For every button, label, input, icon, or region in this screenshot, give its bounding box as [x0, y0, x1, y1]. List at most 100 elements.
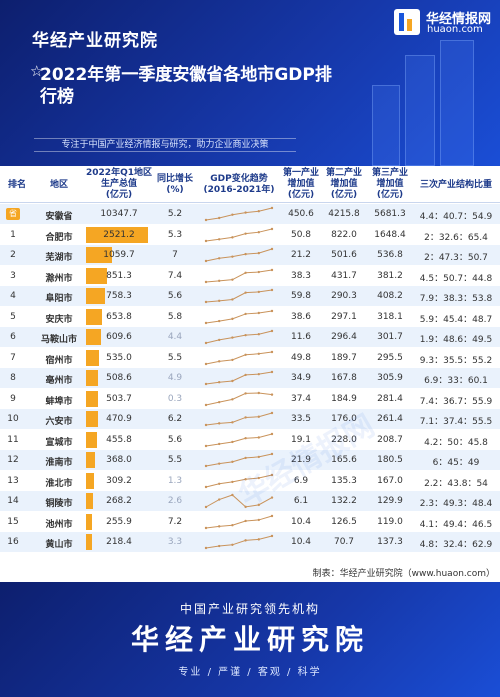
trend-sparkline: [204, 452, 274, 468]
header-rank: 排名: [7, 180, 26, 190]
rank-cell: 11: [7, 434, 19, 445]
p2-cell: 290.3: [331, 291, 357, 301]
p3-cell: 408.2: [377, 291, 403, 301]
header-trend-line: GDP变化趋势: [210, 173, 268, 184]
trend-point: [270, 370, 274, 374]
trend-point: [244, 312, 247, 315]
trend-point: [257, 435, 260, 439]
trend-sparkline: [204, 309, 274, 324]
trend-point: [257, 503, 260, 507]
trend-point: [218, 359, 221, 363]
header-growth-line: (%): [166, 184, 184, 195]
gdp-value: 535.0: [106, 352, 132, 363]
p3-cell: 301.7: [377, 332, 403, 342]
region-cell: 池州市: [45, 519, 73, 530]
trend-point: [244, 391, 247, 395]
trend-point: [218, 257, 221, 260]
gdp-bar: [86, 513, 93, 530]
trend-point: [231, 317, 234, 320]
table-row: [0, 511, 500, 532]
trend-point: [231, 421, 234, 424]
trend-point: [244, 373, 247, 377]
growth-cell: 5.5: [167, 455, 183, 465]
table-row: [0, 491, 500, 511]
p1-cell: 21.9: [290, 455, 312, 465]
structure-cell: 6：45：49: [432, 458, 480, 468]
trend-point: [218, 442, 221, 445]
trend-line: [205, 351, 273, 364]
p1-cell: 37.4: [290, 393, 312, 404]
trend-sparkline: [204, 432, 274, 447]
gdp-value: 470.9: [106, 414, 132, 424]
structure-cell: 7.9：38.3：53.8: [419, 294, 493, 304]
header-p3-line: 第三产业: [371, 168, 408, 178]
rank-cell: 16: [7, 537, 19, 547]
p3-cell: 295.5: [377, 352, 403, 363]
trend-point: [257, 415, 260, 418]
trend-point: [204, 403, 208, 406]
gdp-bar: [86, 431, 98, 448]
trend-point: [270, 496, 274, 499]
trend-point: [257, 352, 260, 355]
trend-point: [204, 239, 208, 242]
trend-point: [257, 270, 260, 273]
growth-cell: 5.2: [167, 209, 183, 219]
growth-cell: 5.6: [167, 434, 183, 445]
p3-cell: 167.0: [377, 475, 403, 486]
table-row: [0, 450, 500, 470]
report-title: 2022年第一季度安徽省各地市GDP排行榜: [40, 65, 332, 107]
p3-cell: 305.9: [377, 373, 403, 383]
trend-point: [244, 353, 247, 356]
p2-cell: 228.0: [331, 434, 357, 445]
p3-cell: 180.5: [377, 455, 403, 465]
p3-cell: 281.4: [377, 393, 403, 404]
building-decoration: [405, 55, 435, 166]
region-cell: 亳州市: [45, 376, 73, 386]
structure-cell: 9.3：35.5：55.2: [419, 355, 493, 366]
table-row: [0, 265, 500, 286]
trend-point: [270, 473, 274, 476]
building-decoration: [372, 85, 400, 166]
growth-cell: 6.2: [167, 414, 183, 424]
trend-line: [205, 248, 273, 262]
header-growth-line: 同比增长: [156, 173, 193, 184]
rank-cell: 5: [10, 311, 16, 322]
rank-cell: 3: [10, 270, 16, 281]
trend-point: [270, 206, 274, 210]
trend-point: [218, 299, 221, 303]
structure-cell: 7.1：37.4：55.5: [419, 417, 493, 427]
rank-cell: 6: [10, 332, 16, 342]
p2-cell: 184.9: [331, 393, 357, 404]
trend-sparkline: [204, 227, 274, 242]
growth-cell: 0.3: [167, 393, 183, 404]
table-row: [0, 368, 500, 388]
trend-point: [204, 423, 208, 427]
region-cell: 铜陵市: [45, 499, 73, 509]
region-cell: 安庆市: [45, 314, 73, 325]
trend-point: [231, 480, 234, 483]
trend-point: [231, 336, 234, 339]
trend-line: [205, 412, 273, 426]
p2-cell: 4215.8: [328, 209, 360, 219]
trend-point: [244, 436, 247, 439]
table-row: [0, 204, 500, 224]
trend-point: [270, 309, 274, 312]
p3-cell: 5681.3: [374, 209, 406, 219]
header-p2-line: (亿元): [330, 190, 358, 200]
region-cell: 六安市: [45, 417, 73, 427]
rank-cell: 14: [7, 496, 19, 506]
gdp-value: 368.0: [106, 455, 132, 465]
trend-point: [270, 268, 274, 271]
structure-cell: 2.2：43.8：54: [424, 478, 488, 489]
trend-point: [244, 519, 247, 522]
structure-cell: 1.9：48.6：49.5: [419, 335, 493, 345]
p1-cell: 6.1: [293, 496, 309, 506]
trend-point: [257, 455, 260, 459]
trend-sparkline: [204, 391, 274, 406]
p1-cell: 33.5: [290, 414, 312, 424]
rank-badge: 省: [6, 208, 20, 220]
p2-cell: 431.7: [331, 270, 357, 281]
gdp-bar: [86, 247, 112, 263]
header-p3-line: 增加值: [376, 179, 404, 189]
trend-point: [270, 392, 274, 396]
